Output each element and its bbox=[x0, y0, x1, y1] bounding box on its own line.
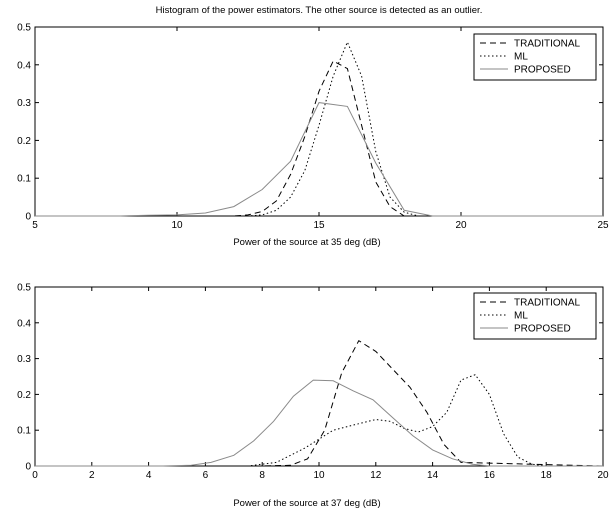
chart-2: 0 2 4 6 8 10 12 14 16 18 20 0 0.1 0.2 0.3 0.4 0.5 Power o… bbox=[17, 283, 609, 509]
x-tick-label: 0 bbox=[32, 470, 38, 481]
y-tick-label: 0.3 bbox=[17, 354, 31, 365]
y-tick-label: 0.4 bbox=[17, 318, 31, 329]
x-tick-label: 18 bbox=[541, 470, 553, 481]
x-tick-label: 20 bbox=[455, 220, 467, 231]
x-tick-label: 2 bbox=[89, 470, 95, 481]
series-line-ml bbox=[35, 40, 603, 217]
y-tick-label: 0.2 bbox=[17, 136, 31, 147]
x-tick-label: 16 bbox=[484, 470, 496, 481]
x-tick-label: 15 bbox=[313, 220, 325, 231]
x-axis-label: Power of the source at 37 deg (dB) bbox=[233, 498, 380, 509]
y-tick-label: 0.2 bbox=[17, 390, 31, 401]
x-tick-label: 10 bbox=[171, 220, 183, 231]
x-tick-label: 6 bbox=[203, 470, 209, 481]
legend: TRADITIONAL ML PROPOSED bbox=[473, 292, 597, 340]
figure-title: Histogram of the power estimators. The o… bbox=[156, 5, 483, 16]
x-tick-label: 12 bbox=[370, 470, 382, 481]
x-tick-label: 8 bbox=[259, 470, 265, 481]
legend-label: TRADITIONAL bbox=[514, 39, 581, 50]
series-line-proposed bbox=[35, 102, 603, 217]
x-tick-label: 5 bbox=[32, 220, 38, 231]
x-tick-label: 4 bbox=[146, 470, 152, 481]
x-tick-label: 10 bbox=[313, 470, 325, 481]
legend-label: ML bbox=[514, 311, 528, 322]
x-axis-label: Power of the source at 35 deg (dB) bbox=[233, 237, 380, 248]
x-tick-label: 25 bbox=[597, 220, 609, 231]
y-tick-label: 0.1 bbox=[17, 174, 31, 185]
x-tick-label: 14 bbox=[427, 470, 439, 481]
legend-box bbox=[473, 292, 597, 340]
y-tick-label: 0 bbox=[25, 212, 31, 223]
legend-label: TRADITIONAL bbox=[514, 298, 581, 309]
legend-label: PROPOSED bbox=[514, 324, 571, 335]
legend: TRADITIONAL ML PROPOSED bbox=[473, 33, 597, 81]
series-line-proposed bbox=[35, 379, 603, 467]
legend-box bbox=[473, 33, 597, 81]
y-tick-label: 0.4 bbox=[17, 60, 31, 71]
legend-label: PROPOSED bbox=[514, 65, 571, 76]
series-line-traditional bbox=[35, 60, 603, 217]
legend-label: ML bbox=[514, 52, 528, 63]
chart-1: 5 10 15 20 25 0 0.1 0.2 0.3 0.4 0.5 Power of the so… bbox=[17, 23, 609, 249]
x-tick-label: 20 bbox=[597, 470, 609, 481]
y-tick-label: 0.3 bbox=[17, 98, 31, 109]
y-tick-label: 0 bbox=[25, 462, 31, 473]
y-tick-label: 0.5 bbox=[17, 283, 31, 294]
series-line-traditional bbox=[35, 339, 604, 467]
y-tick-label: 0.5 bbox=[17, 23, 31, 34]
y-tick-label: 0.1 bbox=[17, 426, 31, 437]
